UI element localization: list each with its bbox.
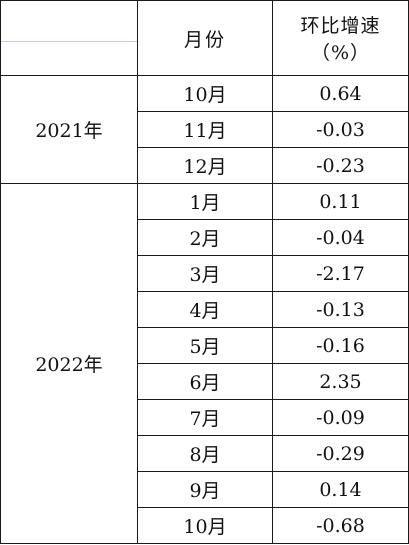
month-cell: 8月 bbox=[137, 435, 273, 472]
value-cell: -0.03 bbox=[272, 111, 409, 148]
value-cell: -0.23 bbox=[272, 147, 409, 184]
value-cell: -0.16 bbox=[272, 327, 409, 364]
value-cell: -2.17 bbox=[272, 255, 409, 292]
month-cell: 1月 bbox=[137, 183, 273, 220]
table-row: 6月 2.35 bbox=[1, 363, 409, 400]
corner-cell bbox=[0, 0, 138, 76]
value-cell: -0.68 bbox=[272, 507, 409, 544]
month-cell: 12月 bbox=[137, 147, 273, 184]
month-cell: 7月 bbox=[137, 399, 273, 436]
table-row: 11月 -0.03 bbox=[1, 111, 409, 148]
corner-divider-line bbox=[1, 41, 137, 42]
month-cell: 10月 bbox=[137, 75, 273, 112]
value-cell: -0.13 bbox=[272, 291, 409, 328]
value-cell: -0.29 bbox=[272, 435, 409, 472]
year-cell: 2021年 bbox=[0, 75, 138, 184]
table-row: 10月 -0.68 bbox=[1, 507, 409, 544]
table-row: 7月 -0.09 bbox=[1, 399, 409, 436]
value-cell: 2.35 bbox=[272, 363, 409, 400]
table-row: 4月 -0.13 bbox=[1, 291, 409, 328]
year-cell: 2022年 bbox=[0, 183, 138, 544]
table-row: 5月 -0.16 bbox=[1, 327, 409, 364]
month-cell: 5月 bbox=[137, 327, 273, 364]
table-row: 2021年 10月 0.64 bbox=[0, 75, 409, 184]
month-cell: 6月 bbox=[137, 363, 273, 400]
table-header-row: 月份 环比增速 （%） bbox=[0, 0, 409, 76]
month-cell: 4月 bbox=[137, 291, 273, 328]
table-row: 2022年 1月 0.11 bbox=[0, 183, 409, 544]
month-column-header: 月份 bbox=[137, 0, 273, 76]
table-row: 12月 -0.23 bbox=[1, 147, 409, 184]
month-cell: 10月 bbox=[137, 507, 273, 544]
value-cell: 0.64 bbox=[272, 75, 409, 112]
value-cell: -0.09 bbox=[272, 399, 409, 436]
value-cell: -0.04 bbox=[272, 219, 409, 256]
table-row: 9月 0.14 bbox=[1, 471, 409, 508]
month-cell: 9月 bbox=[137, 471, 273, 508]
month-cell: 2月 bbox=[137, 219, 273, 256]
value-cell: 0.14 bbox=[272, 471, 409, 508]
month-cell: 3月 bbox=[137, 255, 273, 292]
growth-header-line2: （%） bbox=[310, 42, 371, 64]
value-cell: 0.11 bbox=[272, 183, 409, 220]
table-row: 3月 -2.17 bbox=[1, 255, 409, 292]
growth-header-line1: 环比增速 bbox=[300, 15, 381, 37]
month-cell: 11月 bbox=[137, 111, 273, 148]
table-row: 2月 -0.04 bbox=[1, 219, 409, 256]
growth-column-header: 环比增速 （%） bbox=[272, 0, 409, 76]
table-row: 8月 -0.29 bbox=[1, 435, 409, 472]
